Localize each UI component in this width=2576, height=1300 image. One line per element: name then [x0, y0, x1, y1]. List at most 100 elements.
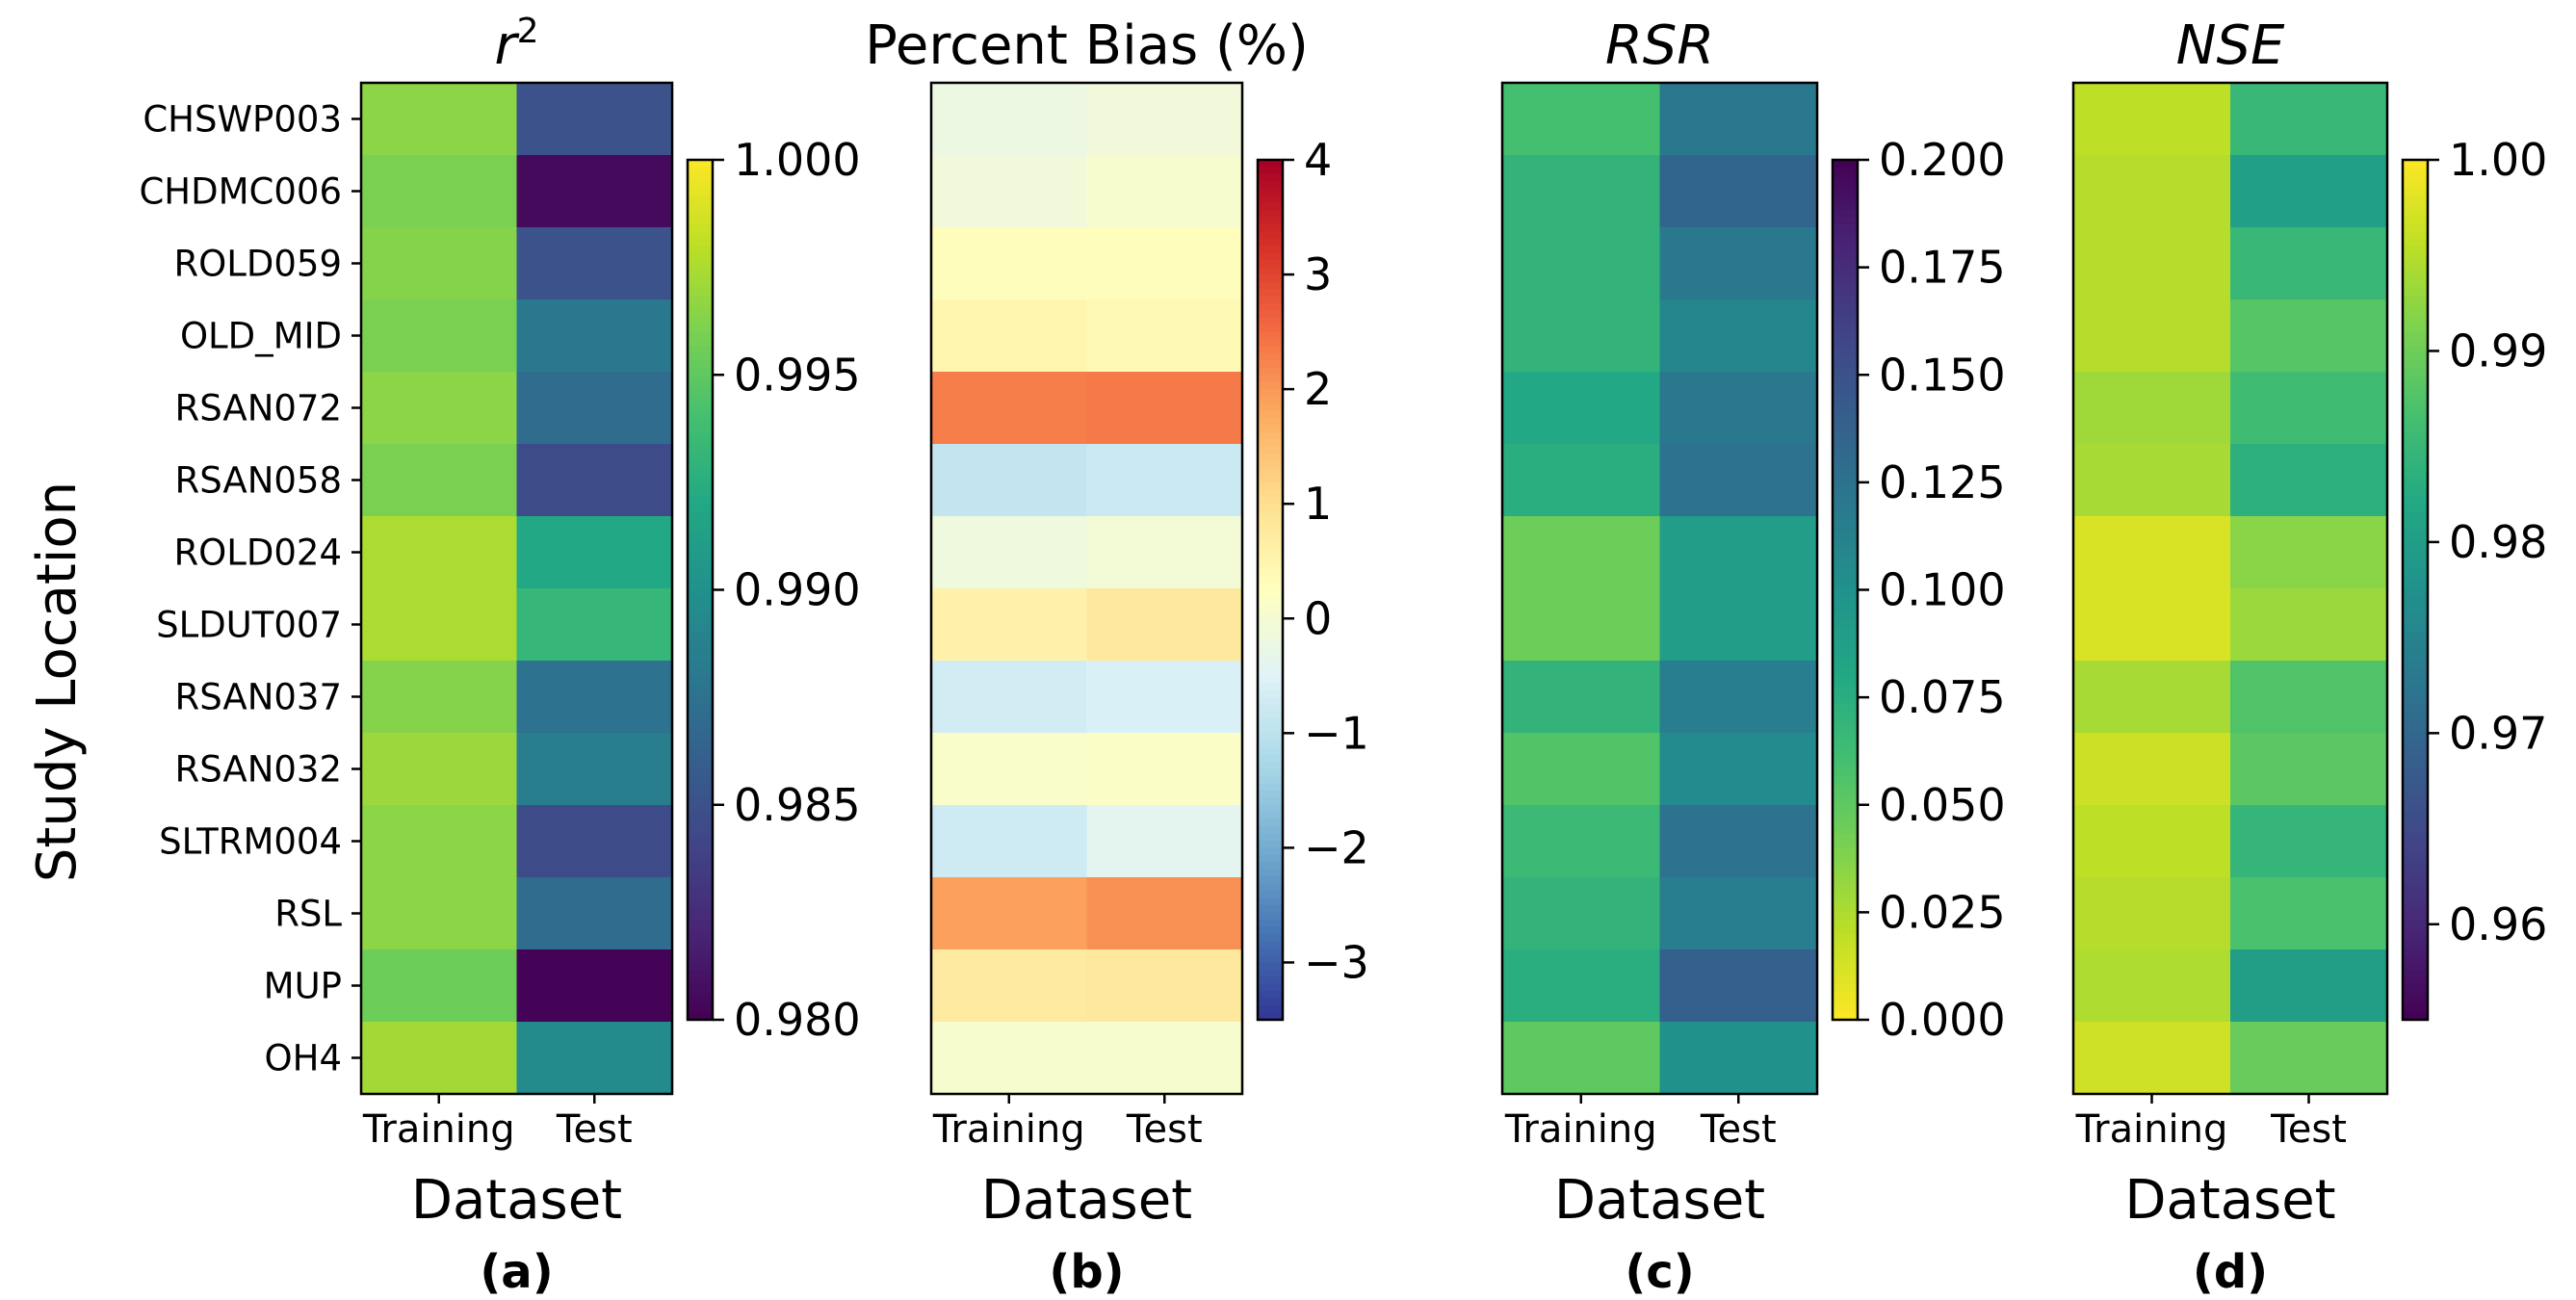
colorbar-segment [688, 339, 713, 348]
heatmap-cell-training-row-14 [931, 1022, 1088, 1095]
colorbar-segment [1258, 941, 1283, 949]
colorbar-segment [1258, 718, 1283, 727]
colorbar-segment [2403, 933, 2428, 942]
colorbar-segment [1258, 410, 1283, 419]
colorbar-segment [688, 454, 713, 462]
colorbar-segment [688, 625, 713, 634]
colorbar-segment [688, 919, 713, 927]
colorbar-segment [1258, 833, 1283, 842]
colorbar-segment [2403, 869, 2428, 877]
colorbar-segment [1258, 439, 1283, 448]
colorbar-segment [688, 833, 713, 842]
heatmap-cell-training-row-13 [2073, 949, 2231, 1023]
x-tick-label-test: Test [1126, 1107, 1203, 1152]
colorbar-segment [1833, 625, 1858, 634]
colorbar-tick-label: 0.000 [1879, 994, 2006, 1046]
colorbar-segment [1258, 274, 1283, 283]
heatmap-cell-training-row-11 [1502, 805, 1661, 878]
heatmap-cell-test-row-11 [516, 805, 673, 878]
panel-title: RSR [1605, 14, 1714, 77]
colorbar-segment [1258, 926, 1283, 935]
y-tick-label-old-mid: OLD_MID [180, 316, 342, 357]
colorbar-segment [1833, 210, 1858, 219]
colorbar-segment [2403, 611, 2428, 619]
heatmap-cell-test-row-11 [1659, 805, 1818, 878]
colorbar-segment [1833, 618, 1858, 627]
colorbar-segment [1833, 725, 1858, 734]
colorbar-segment [1833, 454, 1858, 462]
colorbar-tick-label: 0.200 [1879, 134, 2006, 186]
panel-letter: (a) [480, 1245, 553, 1299]
colorbar-segment [1833, 926, 1858, 935]
heatmap-cell-test-row-1 [1086, 83, 1243, 156]
heatmap-cell-test-row-12 [1086, 877, 1243, 950]
colorbar-segment [688, 725, 713, 734]
colorbar-segment [1833, 518, 1858, 527]
colorbar-segment [2403, 840, 2428, 848]
heatmap-cell-test-row-13 [1659, 949, 1818, 1023]
heatmap-cell-training-row-10 [931, 733, 1088, 806]
colorbar-segment [1258, 589, 1283, 598]
x-tick-label-training: Training [932, 1107, 1085, 1152]
heatmap-cell-test-row-12 [2230, 877, 2388, 950]
heatmap-cell-test-row-9 [1659, 661, 1818, 734]
colorbar-segment [2403, 173, 2428, 182]
colorbar-segment [1833, 274, 1858, 283]
colorbar-segment [1258, 223, 1283, 233]
colorbar-segment [1258, 583, 1283, 591]
colorbar-segment [1258, 689, 1283, 698]
colorbar-segment [688, 267, 713, 275]
colorbar-segment [688, 983, 713, 992]
colorbar-tick-label: 0.150 [1879, 349, 2006, 401]
colorbar-segment [2403, 876, 2428, 885]
colorbar-segment [1833, 481, 1858, 490]
colorbar-segment [1258, 762, 1283, 770]
colorbar-segment [688, 504, 713, 512]
colorbar-segment [1833, 554, 1858, 562]
colorbar-segment [688, 425, 713, 433]
colorbar-segment [1258, 510, 1283, 519]
colorbar-segment [1833, 883, 1858, 892]
colorbar-segment [688, 325, 713, 333]
colorbar-segment [2403, 897, 2428, 906]
colorbar-segment [2403, 367, 2428, 376]
colorbar-segment [1833, 396, 1858, 404]
colorbar-segment [1833, 417, 1858, 426]
colorbar-segment [1258, 998, 1283, 1006]
colorbar-segment [1833, 840, 1858, 848]
colorbar-segment [1833, 360, 1858, 369]
colorbar-segment [2403, 454, 2428, 462]
colorbar-segment [1258, 352, 1283, 361]
colorbar-segment [2403, 819, 2428, 827]
colorbar-tick-label: 0.990 [734, 564, 861, 616]
heatmap-cell-training-row-2 [361, 155, 518, 228]
colorbar-segment [1833, 762, 1858, 770]
heatmap-cell-test-row-7 [1086, 516, 1243, 589]
colorbar-segment [2403, 797, 2428, 806]
colorbar-segment [1833, 747, 1858, 756]
y-tick-label-rsan058: RSAN058 [175, 460, 343, 502]
colorbar-segment [688, 790, 713, 798]
heatmap-cell-training-row-11 [361, 805, 518, 878]
y-tick-label-rsl: RSL [274, 894, 342, 935]
colorbar-segment [2403, 790, 2428, 798]
colorbar-segment [2403, 381, 2428, 390]
heatmap-cell-test-row-8 [516, 588, 673, 662]
colorbar-segment [1258, 840, 1283, 848]
colorbar-segment [688, 525, 713, 533]
colorbar-tick-label: −2 [1304, 821, 1369, 873]
colorbar: 1.00 0.99 0.98 0.97 0.96 [2401, 134, 2547, 1022]
colorbar-segment [688, 518, 713, 527]
colorbar-segment [1833, 783, 1858, 792]
colorbar-segment [2403, 998, 2428, 1006]
colorbar-segment [688, 575, 713, 584]
colorbar-segment [688, 532, 713, 541]
colorbar-segment [1258, 339, 1283, 348]
colorbar-segment [1833, 869, 1858, 877]
colorbar-segment [688, 991, 713, 1000]
panel-title: NSE [2176, 14, 2285, 77]
heatmap-cell-test-row-11 [2230, 805, 2388, 878]
heatmap-cell-training-row-4 [2073, 299, 2231, 373]
heatmap-cell-test-row-9 [1086, 661, 1243, 734]
colorbar-tick-label: 0.98 [2449, 516, 2547, 568]
